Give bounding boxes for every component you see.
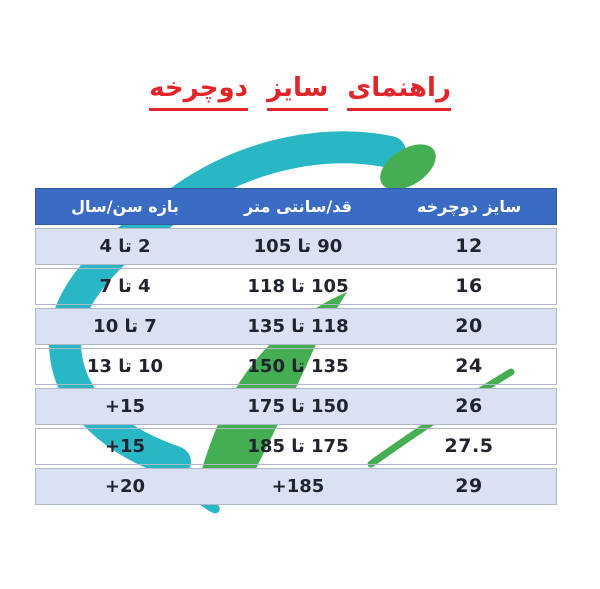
height-cell: 175 تا 185 xyxy=(247,435,349,457)
size-cell: 24 xyxy=(455,355,483,377)
header-age-column: بازه سن/سال xyxy=(71,196,179,216)
green-leaf-shape xyxy=(380,144,436,190)
height-cell: 150 تا 175 xyxy=(247,395,349,417)
size-cell: 20 xyxy=(455,315,483,337)
table-row: 12 90 تا 105 2 تا 4 xyxy=(35,228,557,265)
height-cell: 135 تا 150 xyxy=(247,355,349,377)
size-cell: 26 xyxy=(455,395,483,417)
table-header-row: سایز دوچرخه قد/سانتی متر بازه سن/سال xyxy=(35,188,557,225)
size-cell: 29 xyxy=(455,475,483,497)
table-row: 24 135 تا 150 10 تا 13 xyxy=(35,348,557,385)
page-title: راهنمای سایز دوچرخه xyxy=(0,72,600,111)
bike-size-table: سایز دوچرخه قد/سانتی متر بازه سن/سال 12 … xyxy=(35,188,557,508)
age-cell: 15+ xyxy=(104,435,146,457)
table-row: 20 118 تا 135 7 تا 10 xyxy=(35,308,557,345)
table-row: 27.5 175 تا 185 15+ xyxy=(35,428,557,465)
height-cell: 90 تا 105 xyxy=(253,235,343,257)
header-size-column: سایز دوچرخه xyxy=(416,196,522,216)
size-cell: 16 xyxy=(455,275,483,297)
table-row: 26 150 تا 175 15+ xyxy=(35,388,557,425)
age-cell: 7 تا 10 xyxy=(93,315,157,337)
height-cell: 105 تا 118 xyxy=(247,275,349,297)
title-word: راهنمای xyxy=(347,72,451,111)
header-height-column: قد/سانتی متر xyxy=(244,196,352,216)
age-cell: 20+ xyxy=(104,475,146,497)
table-row: 16 105 تا 118 4 تا 7 xyxy=(35,268,557,305)
size-cell: 12 xyxy=(455,235,483,257)
age-cell: 2 تا 4 xyxy=(99,235,151,257)
age-cell: 4 تا 7 xyxy=(99,275,151,297)
table-row: 29 185+ 20+ xyxy=(35,468,557,505)
height-cell: 118 تا 135 xyxy=(247,315,349,337)
age-cell: 15+ xyxy=(104,395,146,417)
title-word: دوچرخه xyxy=(149,72,248,111)
size-cell: 27.5 xyxy=(444,435,494,457)
age-cell: 10 تا 13 xyxy=(86,355,164,377)
height-cell: 185+ xyxy=(271,475,325,497)
title-word: سایز xyxy=(267,72,329,111)
